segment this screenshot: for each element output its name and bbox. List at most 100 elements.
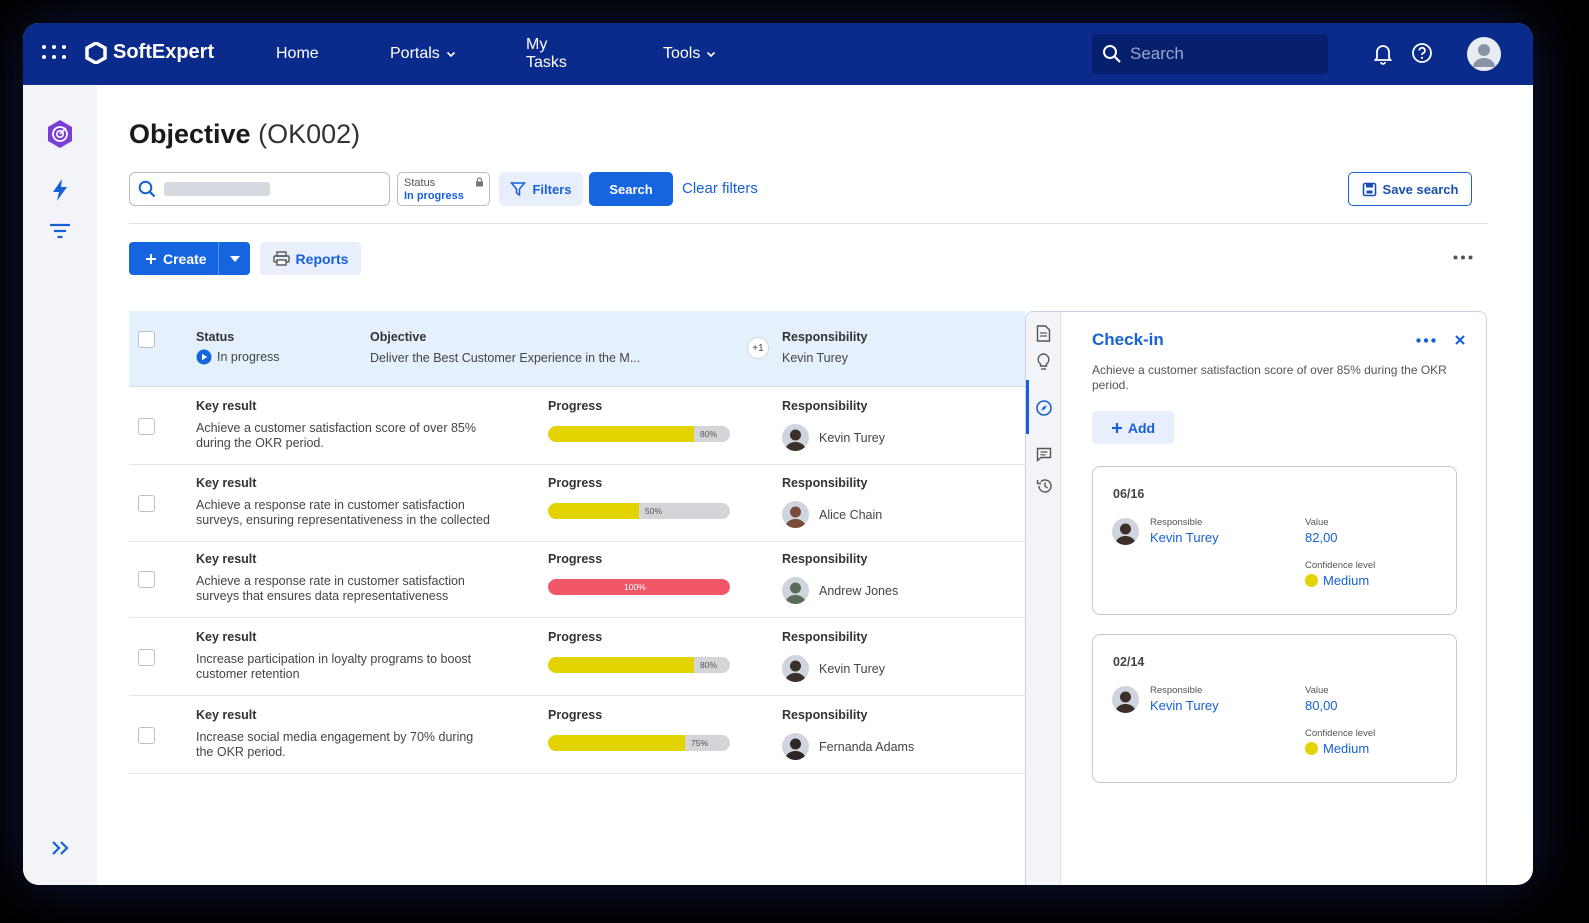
lightbulb-icon[interactable] [1036, 353, 1051, 371]
progress-header: Progress [548, 476, 603, 490]
printer-icon [272, 251, 290, 266]
panel-tab-strip [1026, 312, 1061, 885]
person-name: Kevin Turey [819, 430, 886, 445]
responsible-name[interactable]: Kevin Turey [1150, 530, 1219, 545]
nav-portals[interactable]: Portals [390, 45, 456, 63]
save-search-label: Save search [1382, 181, 1459, 197]
value-label: Value [1305, 685, 1329, 696]
key-result-row[interactable]: Key result Achieve a response rate in cus… [129, 541, 1025, 618]
funnel-icon [510, 182, 527, 197]
avatar [1112, 518, 1139, 545]
avatar [782, 577, 809, 604]
status-filter-label: Status [404, 177, 436, 189]
responsibility-header: Responsibility [782, 630, 868, 644]
responsibility-header: Responsibility [782, 552, 868, 566]
responsible-person[interactable]: Fernanda Adams [782, 733, 914, 760]
create-dropdown-button[interactable] [219, 242, 250, 275]
help-icon[interactable] [1411, 42, 1433, 64]
play-status-icon [196, 349, 212, 365]
create-main-button[interactable]: Create [129, 242, 219, 275]
person-avatar-icon [782, 733, 809, 760]
global-search-input[interactable] [1130, 44, 1310, 64]
checkin-card[interactable]: 02/14 Responsible Kevin Turey Value 80,00 Con… [1092, 634, 1457, 783]
main-content: Objective (OK002) Status In progress Fil… [97, 85, 1533, 885]
compass-icon[interactable] [1036, 400, 1052, 416]
avatar [782, 733, 809, 760]
nav-home[interactable]: Home [276, 45, 319, 63]
checkin-value: 80,00 [1305, 698, 1338, 713]
responsible-name[interactable]: Kevin Turey [1150, 698, 1219, 713]
key-result-row[interactable]: Key result Achieve a response rate in cus… [129, 465, 1025, 542]
search-button[interactable]: Search [589, 172, 673, 206]
add-checkin-label: Add [1127, 419, 1156, 436]
app-window: SoftExpert Home Portals My Tasks Tools [23, 23, 1533, 885]
filter-lines-icon[interactable] [48, 222, 72, 240]
status-filter-value: In progress [404, 190, 464, 202]
brand-logo[interactable]: SoftExpert [85, 41, 214, 64]
row-checkbox[interactable] [138, 495, 155, 512]
progress-header: Progress [548, 708, 603, 722]
app-grid-icon[interactable] [42, 45, 66, 61]
progress-bar-fill [548, 426, 694, 442]
create-button-label: Create [163, 250, 207, 267]
checkin-description: Achieve a customer satisfaction score of… [1092, 363, 1447, 392]
page-code: (OK002) [258, 119, 361, 149]
nav-tools[interactable]: Tools [663, 45, 716, 63]
progress-percent: 100% [624, 582, 646, 592]
reports-button[interactable]: Reports [260, 242, 361, 275]
objective-row[interactable]: Status In progress Objective Deliver the… [129, 311, 1025, 387]
row-checkbox[interactable] [138, 649, 155, 666]
add-checkin-button[interactable]: Add [1092, 411, 1174, 444]
more-options-icon[interactable] [1453, 255, 1473, 260]
close-icon[interactable] [1454, 334, 1466, 346]
row-checkbox[interactable] [138, 418, 155, 435]
filters-button[interactable]: Filters [499, 172, 583, 206]
key-result-row[interactable]: Key result Increase participation in loya… [129, 619, 1025, 696]
progress-percent: 80% [700, 429, 718, 439]
person-name: Alice Chain [819, 507, 883, 522]
lightning-icon[interactable] [50, 178, 70, 202]
key-result-row[interactable]: Key result Achieve a customer satisfactio… [129, 388, 1025, 465]
checkin-title: Check-in [1092, 330, 1164, 349]
progress-header: Progress [548, 630, 603, 644]
user-avatar[interactable] [1467, 37, 1501, 71]
create-button: Create [129, 242, 250, 275]
objective-header: Objective [370, 330, 427, 344]
nav-my-tasks[interactable]: My Tasks [526, 36, 567, 72]
toolbar-divider [129, 223, 1488, 224]
panel-more-icon[interactable] [1416, 338, 1436, 343]
reports-button-label: Reports [295, 250, 349, 267]
key-result-label: Key result [196, 476, 257, 490]
responsible-label: Responsible [1150, 685, 1203, 696]
search-input[interactable] [129, 172, 390, 206]
responsible-person[interactable]: Alice Chain [782, 501, 882, 528]
row-checkbox[interactable] [138, 331, 155, 348]
key-result-line2: the OKR period. [196, 745, 286, 759]
row-checkbox[interactable] [138, 571, 155, 588]
expand-sidebar-icon[interactable] [49, 839, 71, 857]
clear-filters-link[interactable]: Clear filters [682, 180, 758, 197]
confidence-value: Medium [1323, 573, 1370, 588]
bell-icon[interactable] [1373, 43, 1393, 65]
person-avatar-icon [782, 424, 809, 451]
responsible-person[interactable]: Kevin Turey [782, 424, 885, 451]
extra-count-badge[interactable]: +1 [747, 337, 769, 359]
key-result-label: Key result [196, 552, 257, 566]
okr-target-icon[interactable] [45, 119, 75, 149]
key-result-line1: Achieve a response rate in customer sati… [196, 574, 465, 588]
status-filter-chip[interactable]: Status In progress [397, 172, 490, 206]
save-search-button[interactable]: Save search [1348, 172, 1472, 206]
responsibility-header: Responsibility [782, 330, 868, 344]
progress-percent: 50% [645, 506, 663, 516]
comment-icon[interactable] [1036, 447, 1052, 462]
key-result-row[interactable]: Key result Increase social media engageme… [129, 697, 1025, 774]
checkin-card[interactable]: 06/16 Responsible Kevin Turey Value 82,00 Con… [1092, 466, 1457, 615]
responsible-person[interactable]: Kevin Turey [782, 655, 885, 682]
row-checkbox[interactable] [138, 727, 155, 744]
responsible-person[interactable]: Andrew Jones [782, 577, 898, 604]
document-icon[interactable] [1036, 325, 1051, 342]
history-icon[interactable] [1036, 478, 1053, 494]
key-result-line1: Increase social media engagement by 70% … [196, 730, 474, 744]
confidence-value: Medium [1323, 741, 1370, 756]
progress-bar-fill [548, 657, 694, 673]
